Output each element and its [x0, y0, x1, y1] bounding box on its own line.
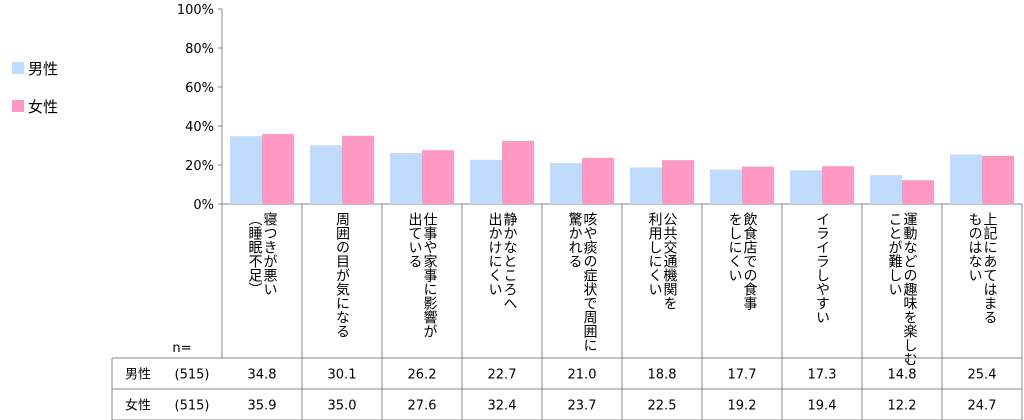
data-label: 24.7 — [968, 399, 997, 414]
n-label: n= — [172, 341, 191, 356]
legend-label: 女性 — [28, 98, 58, 116]
data-label: 22.5 — [648, 399, 677, 414]
data-label: 30.1 — [328, 368, 357, 383]
table-series-name: 男性 — [125, 368, 151, 383]
bar-female — [342, 135, 374, 204]
table-series-name: 女性 — [125, 398, 151, 414]
category-label: ことが難しい — [887, 212, 903, 296]
bar-male — [230, 136, 262, 204]
bar-female — [262, 133, 294, 204]
category-label: 静かなところへ — [502, 212, 518, 310]
category-label: 運動などの趣味を楽しむ — [902, 212, 918, 366]
y-tick-label: 40% — [185, 120, 214, 135]
y-tick-label: 80% — [185, 42, 214, 57]
category-label: 寝つきが悪い — [262, 211, 278, 296]
table-n-value: (515) — [175, 368, 210, 383]
table-n-value: (515) — [175, 399, 210, 414]
data-label: 22.7 — [488, 368, 517, 383]
category-label: ものはない — [967, 212, 983, 282]
bar-male — [550, 163, 582, 204]
bar-male — [870, 175, 902, 204]
data-label: 17.3 — [808, 368, 837, 383]
data-label: 18.8 — [648, 368, 677, 383]
data-label: 21.0 — [568, 368, 597, 383]
y-tick-label: 100% — [177, 3, 214, 18]
bar-female — [582, 157, 614, 204]
bar-male — [710, 169, 742, 204]
data-label: 19.2 — [728, 399, 757, 414]
bar-female — [982, 155, 1014, 204]
legend-swatch — [12, 62, 24, 74]
data-label: 23.7 — [568, 399, 597, 414]
category-label: 公共交通機関を — [662, 212, 678, 310]
category-label: 利用しにくい — [647, 212, 663, 296]
bar-female — [662, 160, 694, 204]
legend-label: 男性 — [28, 60, 58, 78]
category-label: （睡眠不足） — [247, 212, 263, 296]
data-label: 35.9 — [248, 399, 277, 414]
data-label: 14.8 — [888, 368, 917, 383]
category-label: 出かけにくい — [487, 212, 503, 296]
category-label: をしにくい — [727, 212, 743, 282]
category-label: 周囲の目が気になる — [334, 212, 350, 338]
bar-male — [390, 152, 422, 204]
category-label: 驚かれる — [567, 211, 583, 268]
data-label: 27.6 — [408, 399, 437, 414]
legend-swatch — [12, 100, 24, 112]
bar-female — [902, 180, 934, 204]
bar-male — [470, 159, 502, 204]
category-label: 飲食店での食事 — [742, 212, 758, 310]
bar-female — [502, 140, 534, 204]
data-label: 17.7 — [728, 368, 757, 383]
category-label: イライラしやすい — [814, 212, 830, 324]
data-label: 32.4 — [488, 399, 517, 414]
data-label: 35.0 — [328, 399, 357, 414]
category-label: 咳や痰の症状で周囲に — [582, 212, 598, 352]
bar-male — [790, 170, 822, 204]
bar-male — [630, 167, 662, 204]
bar-female — [822, 166, 854, 204]
bar-male — [310, 145, 342, 204]
data-label: 26.2 — [408, 368, 437, 383]
data-label: 12.2 — [888, 399, 917, 414]
category-label: 上記にあてはまる — [982, 212, 998, 324]
data-label: 19.4 — [808, 399, 837, 414]
bar-female — [742, 166, 774, 204]
bar-male — [950, 154, 982, 204]
data-label: 34.8 — [248, 368, 277, 383]
data-label: 25.4 — [968, 368, 997, 383]
category-label: 出ている — [407, 212, 423, 268]
category-label: 仕事や家事に影響が — [422, 212, 438, 338]
y-tick-label: 60% — [185, 81, 214, 96]
y-tick-label: 0% — [193, 198, 214, 213]
bar-female — [422, 150, 454, 204]
y-tick-label: 20% — [185, 159, 214, 174]
